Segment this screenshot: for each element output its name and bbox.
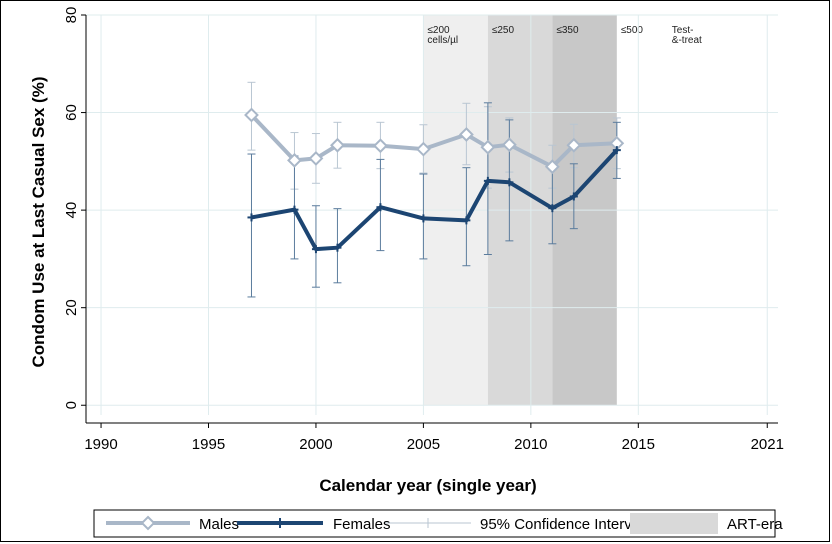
- legend-swatch-art: [630, 513, 718, 534]
- legend-label-females: Females: [333, 516, 391, 533]
- y-tick-label: 60: [63, 104, 80, 121]
- male-point: [373, 138, 388, 154]
- band-label-line: &-treat: [672, 35, 702, 46]
- band-label: ≤200 cells/µl: [427, 25, 458, 46]
- band-label-line: cells/µl: [427, 35, 458, 46]
- male-point: [566, 137, 582, 153]
- band-label-line: ≤350: [556, 25, 579, 36]
- male-point: [458, 127, 474, 142]
- x-tick-label: 2010: [514, 436, 547, 453]
- x-tick-label: 2021: [751, 436, 784, 453]
- series-layer: [244, 81, 625, 298]
- male-point: [287, 152, 302, 168]
- y-tick-label: 40: [63, 202, 80, 219]
- male-point: [544, 159, 560, 175]
- band-label-line: Test-: [672, 25, 694, 36]
- legend-label-ci: 95% Confidence Interval: [480, 516, 643, 533]
- series-line-females: [251, 148, 619, 252]
- y-tick-label: 20: [63, 299, 80, 316]
- x-tick-label: 1990: [84, 436, 117, 453]
- band-label: ≤250: [492, 25, 515, 36]
- y-tick-label: 80: [63, 7, 80, 24]
- band-label: ≤500: [621, 25, 644, 36]
- legend-marker-males: [140, 515, 156, 531]
- male-point: [415, 141, 431, 157]
- legend-label-males: Males: [199, 516, 239, 533]
- x-tick-label: 2005: [407, 436, 440, 453]
- male-point: [244, 107, 259, 123]
- x-axis-label: Calendar year (single year): [319, 476, 536, 495]
- band-label-line: ≤200: [427, 25, 450, 36]
- band-label-line: ≤250: [492, 25, 515, 36]
- band-label: ≤350: [556, 25, 579, 36]
- legend-label-art: ART-era: [727, 516, 783, 533]
- band-label-line: ≤500: [621, 25, 644, 36]
- male-point: [308, 151, 324, 166]
- axes: 0 20 40 60 80 1990 1995 2000 2005 2010 2015 2021: [63, 7, 784, 453]
- y-tick-label: 0: [63, 401, 80, 409]
- male-point: [480, 139, 496, 155]
- x-tick-label: 2015: [622, 436, 655, 453]
- legend: Males Females 95% Confidence Interval ART-e…: [93, 509, 783, 538]
- male-point: [501, 137, 517, 153]
- band-label: Test-&-treat: [672, 25, 702, 46]
- y-axis-label: Condom Use at Last Casual Sex (%): [29, 77, 48, 368]
- male-point: [330, 137, 345, 153]
- x-tick-label: 2000: [299, 436, 332, 453]
- x-tick-label: 1995: [192, 436, 225, 453]
